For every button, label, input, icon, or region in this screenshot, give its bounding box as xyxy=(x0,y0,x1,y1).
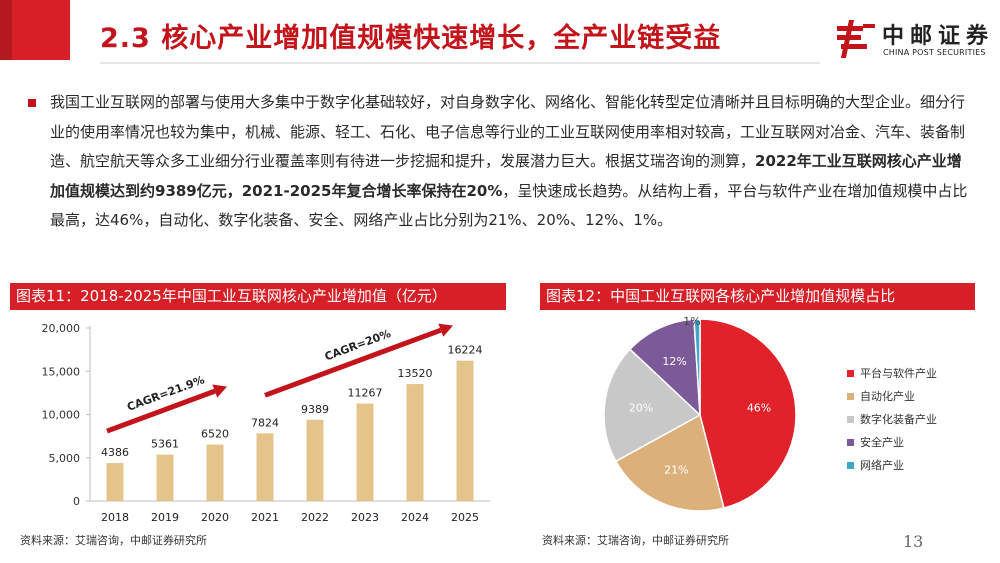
legend-swatch xyxy=(847,416,854,423)
legend-label: 数字化装备产业 xyxy=(860,412,937,426)
logo-english-name: CHINA POST SECURITIES xyxy=(883,48,986,57)
y-tick-label: 10,000 xyxy=(42,409,81,422)
x-tick-label: 2018 xyxy=(101,511,129,524)
body-text-bold: 2022年工业互联网核心产业增加值规模达到约9389亿元，2021-2025年复… xyxy=(50,152,962,200)
bar-value-label: 5361 xyxy=(151,438,179,451)
y-tick-label: 15,000 xyxy=(42,365,81,378)
pie-chart: 46% 21% 20% 12% 1% 平台与软件产业自动化产业数字化装备产业安全产业网络产… xyxy=(603,315,937,512)
legend-label: 平台与软件产业 xyxy=(860,366,937,380)
pie-slice-0 xyxy=(699,318,797,509)
bar-value-label: 13520 xyxy=(398,367,433,380)
legend-label: 安全产业 xyxy=(860,435,904,449)
x-tick-label: 2021 xyxy=(251,511,279,524)
bar-value-label: 16224 xyxy=(448,344,483,357)
corner-accent-stripe xyxy=(0,0,12,60)
pie-slice-4 xyxy=(693,318,701,416)
bar-chart-source: 资料来源：艾瑞咨询，中邮证券研究所 xyxy=(20,534,207,547)
bar-value-label: 6520 xyxy=(201,428,229,441)
x-tick-label: 2024 xyxy=(401,511,429,524)
pie-slice-1 xyxy=(614,413,725,512)
bar-2021 xyxy=(256,433,274,501)
bar-2024 xyxy=(406,384,424,501)
x-tick-label: 2019 xyxy=(151,511,179,524)
pie-slice-2 xyxy=(603,348,702,463)
title-divider xyxy=(100,62,820,64)
legend-swatch xyxy=(847,462,854,469)
cagr-arrow-2021-2025-shaft xyxy=(264,327,442,398)
bar-2020 xyxy=(206,444,224,501)
bullet-square xyxy=(28,99,36,107)
bar-2018 xyxy=(106,463,124,501)
pie-chart-source: 资料来源：艾瑞咨询，中邮证券研究所 xyxy=(542,534,729,547)
bar-value-label: 4386 xyxy=(101,446,129,459)
bar-value-label: 11267 xyxy=(348,387,383,400)
post-logo-icon xyxy=(837,20,875,58)
bar-chart-panel: 图表11：2018-2025年中国工业互联网核心产业增加值（亿元） 0 5,000… xyxy=(10,283,512,553)
body-text-part2: ，呈快速成长趋势。从结构上看，平台与软件产业在增加值规模中占比最高，达46%，自… xyxy=(50,181,968,230)
legend-label: 自动化产业 xyxy=(860,389,915,403)
pie-value-label: 46% xyxy=(747,402,771,415)
page-title: 2.3 核心产业增加值规模快速增长，全产业链受益 xyxy=(100,23,722,54)
body-paragraph: 我国工业互联网的部署与使用大多集中于数字化基础较好，对自身数字化、网络化、智能化… xyxy=(50,88,970,236)
pie-value-label: 1% xyxy=(683,315,700,328)
bar-chart-header: 图表11：2018-2025年中国工业互联网核心产业增加值（亿元） xyxy=(10,283,506,310)
x-tick-label: 2020 xyxy=(201,511,229,524)
bar-2025 xyxy=(456,360,474,501)
cagr-arrow-2018-2020-shaft xyxy=(106,388,216,434)
bar-value-label: 9389 xyxy=(301,403,329,416)
cagr-arrow-2021-2025-head xyxy=(438,323,453,337)
x-tick-label: 2025 xyxy=(451,511,479,524)
bar-2022 xyxy=(306,419,324,501)
bar-2023 xyxy=(356,403,374,501)
bar-value-label: 7824 xyxy=(251,416,279,429)
legend-swatch xyxy=(847,439,854,446)
logo-chinese-name: 中邮证券 xyxy=(882,24,995,49)
y-tick-label: 0 xyxy=(73,495,80,508)
bar-2019 xyxy=(156,454,174,501)
x-tick-label: 2022 xyxy=(301,511,329,524)
page-number: 13 xyxy=(903,532,924,551)
bar-chart: 0 5,000 10,000 15,000 20,000 4386 2018 5361 2019… xyxy=(42,322,490,524)
pie-value-label: 12% xyxy=(662,355,686,368)
cagr-label: CAGR=20% xyxy=(323,327,393,363)
pie-value-label: 21% xyxy=(664,464,688,477)
legend-swatch xyxy=(847,393,854,400)
body-text-part1: 我国工业互联网的部署与使用大多集中于数字化基础较好，对自身数字化、网络化、智能化… xyxy=(50,93,966,170)
y-tick-label: 20,000 xyxy=(42,322,81,335)
legend-label: 网络产业 xyxy=(860,458,904,472)
legend-swatch xyxy=(847,370,854,377)
pie-chart-header: 图表12：中国工业互联网各核心产业增加值规模占比 xyxy=(540,283,975,310)
pie-value-label: 20% xyxy=(629,402,653,415)
pie-chart-panel: 图表12：中国工业互联网各核心产业增加值规模占比 46% 21% 20% 12% 1% 平… xyxy=(540,283,975,553)
x-tick-label: 2023 xyxy=(351,511,379,524)
company-logo: 中邮证券 CHINA POST SECURITIES xyxy=(835,18,995,68)
y-tick-label: 5,000 xyxy=(49,452,81,465)
pie-slice-3 xyxy=(628,318,701,417)
cagr-arrow-2018-2020-head xyxy=(212,384,227,398)
